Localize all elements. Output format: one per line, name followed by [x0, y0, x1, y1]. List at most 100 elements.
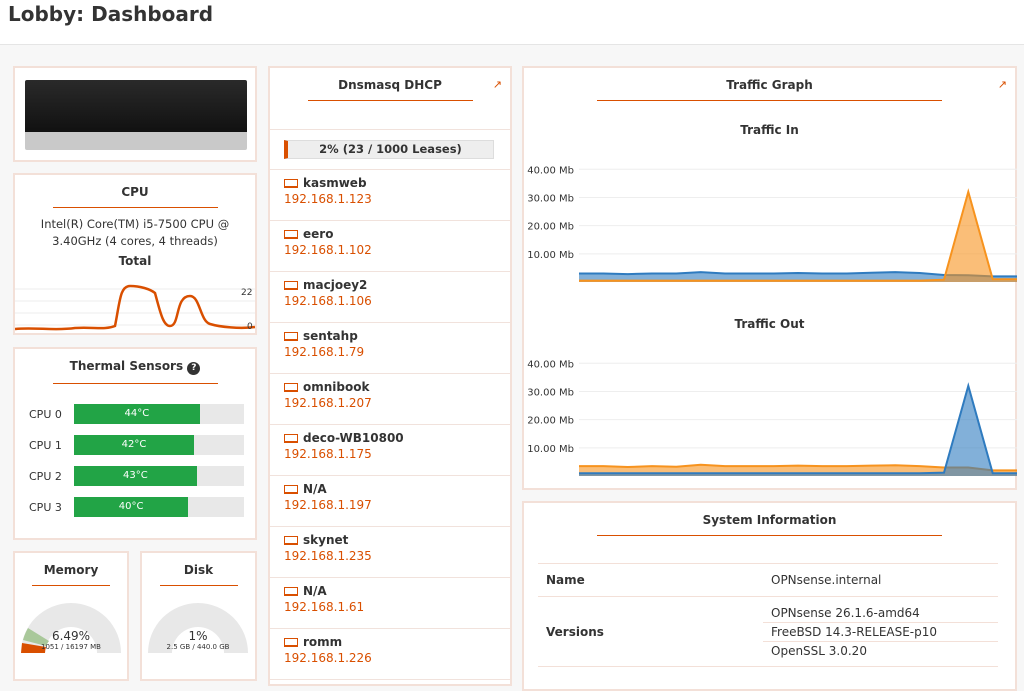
- sensor-value: 42°C: [74, 435, 194, 455]
- series-area: [579, 272, 1017, 282]
- sensor-value: 40°C: [74, 497, 189, 517]
- laptop-icon: [284, 332, 298, 341]
- sensor-bar: 42°C: [74, 435, 244, 455]
- lease-hostname: skynet: [303, 533, 349, 547]
- series-area: [579, 385, 1017, 476]
- traffic-in-title: Traffic In: [740, 123, 799, 137]
- memory-detail: 1051 / 16197 MB: [41, 643, 101, 651]
- device-image: [25, 80, 247, 150]
- lease-ip: 192.168.1.61: [284, 600, 365, 614]
- series-line: [579, 188, 1017, 282]
- version-openssl: OpenSSL 3.0.20: [771, 643, 867, 658]
- name-value: OPNsense.internal: [763, 563, 998, 597]
- lease-item[interactable]: macjoey2 192.168.1.106: [270, 272, 510, 323]
- lease-usage-text: 2% (23 / 1000 Leases): [319, 142, 462, 156]
- cpu-min-label: 0: [247, 322, 253, 332]
- y-tick-label: 40.00 Mb: [527, 359, 574, 370]
- question-circle-icon[interactable]: ?: [187, 362, 201, 375]
- lease-ip: 192.168.1.226: [284, 651, 372, 665]
- lease-ip: 192.168.1.207: [284, 396, 372, 410]
- lease-item[interactable]: romm 192.168.1.226: [270, 629, 510, 680]
- dhcp-widget: Dnsmasq DHCP ↗ 2% (23 / 1000 Leases) kas…: [268, 66, 512, 686]
- laptop-icon: [284, 638, 298, 647]
- sensor-bar: 44°C: [74, 404, 244, 424]
- lease-hostname: omnibook: [303, 380, 370, 394]
- lease-item[interactable]: skynet 192.168.1.235: [270, 527, 510, 578]
- cpu-title: CPU: [52, 185, 218, 208]
- sensor-label: CPU 3: [29, 500, 62, 514]
- y-tick-label: 10.00 Mb: [527, 250, 574, 261]
- lease-hostname: N/A: [303, 482, 327, 496]
- lease-ip: 192.168.1.106: [284, 294, 372, 308]
- sysinfo-title: System Information: [597, 513, 942, 536]
- device-image-panel: [13, 66, 257, 162]
- series-area: [579, 191, 1017, 282]
- memory-widget: Memory 6.49% 1051 / 16197 MB: [13, 551, 129, 681]
- y-tick-label: 30.00 Mb: [527, 193, 574, 204]
- y-tick-label: 20.00 Mb: [527, 416, 574, 427]
- y-tick-label: 10.00 Mb: [527, 444, 574, 455]
- external-link-icon[interactable]: ↗: [997, 78, 1007, 91]
- page-title: Lobby: Dashboard: [8, 2, 214, 26]
- lease-hostname: deco-WB10800: [303, 431, 404, 445]
- memory-percent: 6.49%: [51, 629, 91, 643]
- name-label: Name: [538, 563, 763, 597]
- lease-item[interactable]: kasmweb 192.168.1.123: [270, 170, 510, 221]
- cpu-graph-title: Total: [118, 254, 152, 268]
- lease-item[interactable]: deco-WB10800 192.168.1.175: [270, 425, 510, 476]
- version-opnsense: OPNsense 26.1.6-amd64: [763, 604, 998, 623]
- series-line: [579, 463, 1017, 472]
- sysinfo-row-name: Name OPNsense.internal: [538, 563, 998, 597]
- lease-ip: 192.168.1.175: [284, 447, 372, 461]
- sensor-label: CPU 0: [29, 407, 62, 421]
- sysinfo-row-versions: Versions OPNsense 26.1.6-amd64 FreeBSD 14…: [538, 596, 998, 667]
- memory-title: Memory: [32, 563, 110, 586]
- lease-item[interactable]: N/A 192.168.1.61: [270, 578, 510, 629]
- lease-usage-bar: 2% (23 / 1000 Leases): [284, 140, 494, 159]
- laptop-icon: [284, 281, 298, 290]
- lease-item[interactable]: eero 192.168.1.102: [270, 221, 510, 272]
- lease-item[interactable]: omnibook 192.168.1.207: [270, 374, 510, 425]
- thermal-title-text: Thermal Sensors: [69, 359, 184, 373]
- lease-hostname: eero: [303, 227, 334, 241]
- sensor-bar: 43°C: [74, 466, 244, 486]
- laptop-icon: [284, 587, 298, 596]
- disk-gauge: [148, 603, 248, 653]
- lease-item[interactable]: N/A 192.168.1.197: [270, 476, 510, 527]
- lease-hostname: sentahp: [303, 329, 358, 343]
- thermal-sensor-row: CPU 2 43°C: [29, 466, 255, 486]
- lease-ip: 192.168.1.235: [284, 549, 372, 563]
- external-link-icon[interactable]: ↗: [492, 78, 502, 91]
- traffic-in-chart: 10.00 Mb 20.00 Mb 30.00 Mb 40.00 Mb: [527, 165, 1017, 282]
- series-line: [579, 382, 1017, 475]
- lease-hostname: N/A: [303, 584, 327, 598]
- lease-ip: 192.168.1.197: [284, 498, 372, 512]
- laptop-icon: [284, 485, 298, 494]
- lease-item[interactable]: sentahp 192.168.1.79: [270, 323, 510, 374]
- lease-ip: 192.168.1.123: [284, 192, 372, 206]
- sensor-value: 44°C: [74, 404, 200, 424]
- thermal-sensor-row: CPU 0 44°C: [29, 404, 255, 424]
- laptop-icon: [284, 230, 298, 239]
- system-info-widget: System Information Name OPNsense.internal…: [522, 501, 1017, 691]
- y-tick-label: 20.00 Mb: [527, 222, 574, 233]
- laptop-icon: [284, 179, 298, 188]
- traffic-out-chart: 10.00 Mb 20.00 Mb 30.00 Mb 40.00 Mb: [527, 359, 1017, 476]
- page-header: Lobby: Dashboard: [0, 0, 1024, 45]
- lease-hostname: macjoey2: [303, 278, 368, 292]
- sensor-label: CPU 2: [29, 469, 62, 483]
- laptop-icon: [284, 383, 298, 392]
- version-freebsd: FreeBSD 14.3-RELEASE-p10: [763, 623, 998, 642]
- disk-percent: 1%: [188, 629, 208, 643]
- lease-hostname: kasmweb: [303, 176, 367, 190]
- thermal-sensor-row: CPU 3 40°C: [29, 497, 255, 517]
- cpu-widget: CPU Intel(R) Core(TM) i5-7500 CPU @ 3.40…: [13, 173, 257, 335]
- cpu-graph: 22 0: [15, 284, 255, 332]
- versions-label: Versions: [538, 596, 763, 667]
- disk-widget: Disk 1% 2.5 GB / 440.0 GB: [140, 551, 257, 681]
- lease-ip: 192.168.1.79: [284, 345, 365, 359]
- thermal-widget: Thermal Sensors ? CPU 0 44°C CPU 1 42°C CPU …: [13, 347, 257, 540]
- sensor-bar: 40°C: [74, 497, 244, 517]
- disk-title: Disk: [159, 563, 238, 586]
- cpu-model: Intel(R) Core(TM) i5-7500 CPU @ 3.40GHz …: [40, 217, 230, 248]
